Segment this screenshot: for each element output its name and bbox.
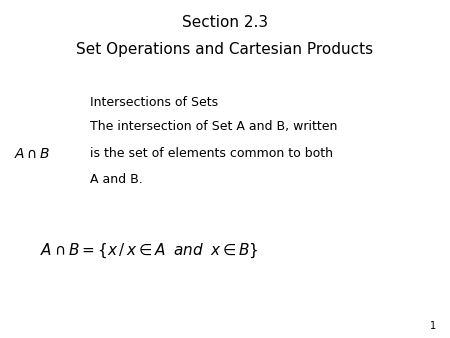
Text: 1: 1 — [430, 321, 436, 331]
Text: Set Operations and Cartesian Products: Set Operations and Cartesian Products — [76, 42, 373, 57]
Text: Intersections of Sets: Intersections of Sets — [90, 96, 218, 109]
Text: $A \cap B = \{x \,/\, x \in A \;\; \mathit{and} \;\; x \in B\}$: $A \cap B = \{x \,/\, x \in A \;\; \math… — [40, 242, 259, 260]
Text: The intersection of Set A and B, written: The intersection of Set A and B, written — [90, 120, 338, 133]
Text: is the set of elements common to both: is the set of elements common to both — [90, 147, 333, 160]
Text: Section 2.3: Section 2.3 — [182, 15, 268, 30]
Text: $A \cap B$: $A \cap B$ — [14, 147, 50, 161]
Text: A and B.: A and B. — [90, 173, 143, 186]
